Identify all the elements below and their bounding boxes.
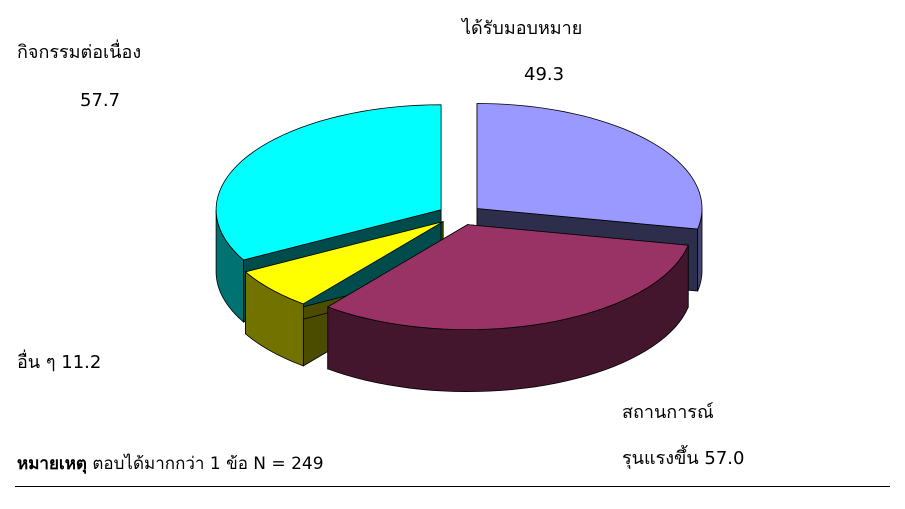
value-label: 49.3 xyxy=(524,64,565,85)
slice-label: อื่น ๆ 11.2 xyxy=(17,352,102,373)
slice-label: สถานการณ์ รุนแรงขึ้น 57.0 xyxy=(622,402,745,469)
slice xyxy=(326,224,689,331)
value-label: 57.7 xyxy=(80,90,121,111)
slice xyxy=(476,103,703,230)
slice xyxy=(244,221,444,305)
slice-label: ได้รับมอบหมาย xyxy=(462,18,583,39)
footnote: หมายเหตุ ตอบได้มากกว่า 1 ข้อ N = 249 xyxy=(17,454,324,474)
separator xyxy=(15,486,890,487)
slice-label: กิจกรรมต่อเนื่อง xyxy=(17,42,142,63)
slice xyxy=(215,104,442,261)
